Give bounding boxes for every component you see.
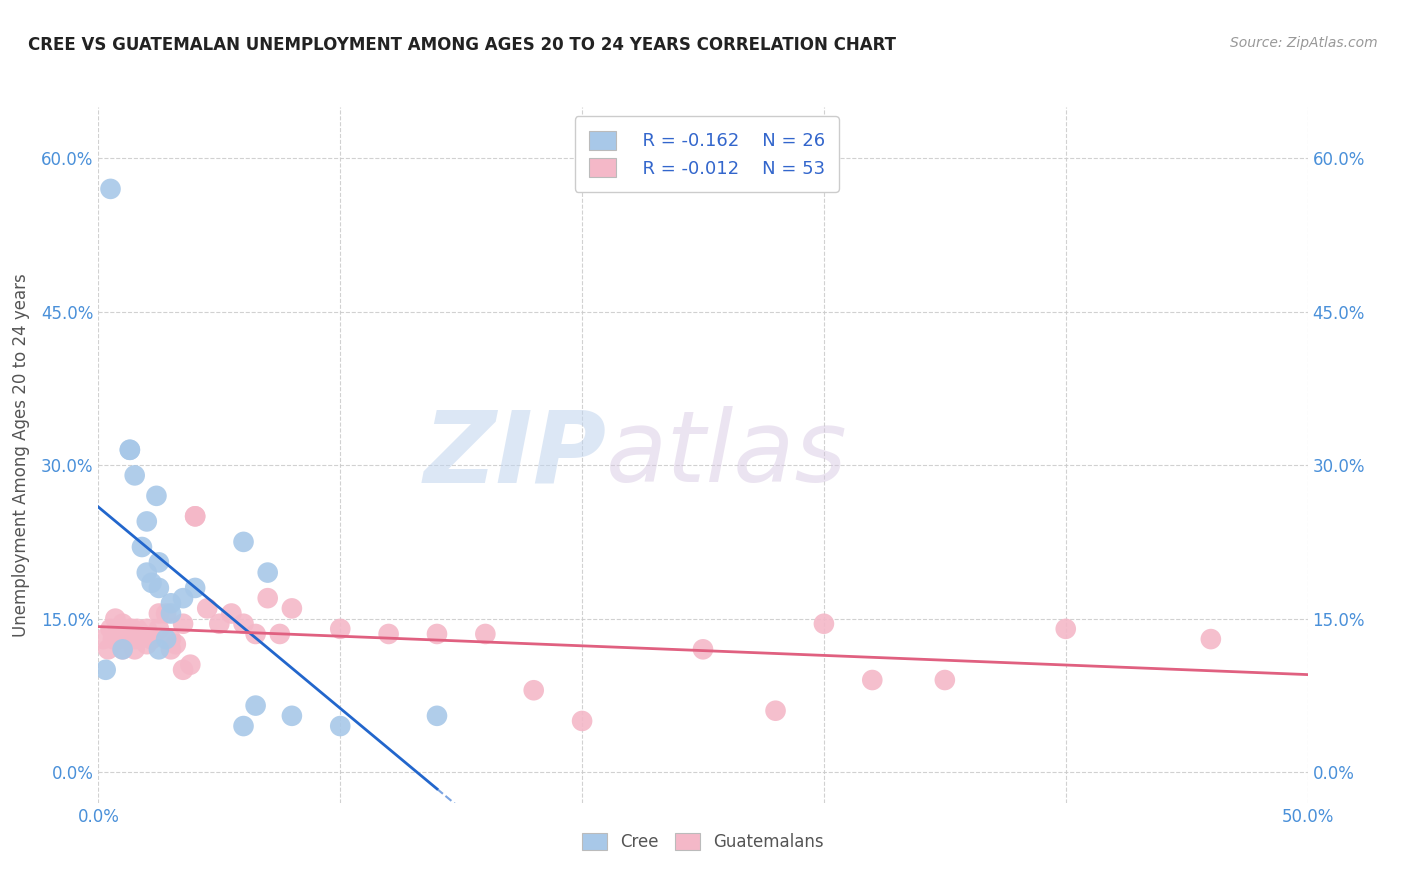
Point <box>172 616 194 631</box>
Point <box>135 637 157 651</box>
Point <box>232 534 254 549</box>
Point <box>329 622 352 636</box>
Point <box>860 673 883 687</box>
Point <box>111 642 134 657</box>
Point <box>160 596 183 610</box>
Point <box>813 616 835 631</box>
Point <box>1054 622 1077 636</box>
Legend: Cree, Guatemalans: Cree, Guatemalans <box>568 819 838 864</box>
Point <box>97 642 120 657</box>
Point <box>195 601 218 615</box>
Point <box>474 627 496 641</box>
Point <box>107 622 129 636</box>
Point <box>124 642 146 657</box>
Point <box>118 622 141 636</box>
Point <box>155 607 177 621</box>
Point <box>155 632 177 646</box>
Point <box>141 632 163 646</box>
Point <box>148 581 170 595</box>
Point <box>221 607 243 621</box>
Point <box>208 616 231 631</box>
Point <box>124 632 146 646</box>
Point <box>111 616 134 631</box>
Point <box>131 540 153 554</box>
Point <box>104 612 127 626</box>
Point <box>184 581 207 595</box>
Point <box>107 632 129 646</box>
Point <box>118 442 141 457</box>
Point <box>571 714 593 728</box>
Text: ZIP: ZIP <box>423 407 606 503</box>
Point <box>128 632 150 646</box>
Point <box>148 607 170 621</box>
Point <box>172 663 194 677</box>
Point <box>135 622 157 636</box>
Point <box>256 591 278 606</box>
Point <box>281 708 304 723</box>
Point <box>117 632 139 646</box>
Point <box>131 627 153 641</box>
Point <box>1199 632 1222 646</box>
Y-axis label: Unemployment Among Ages 20 to 24 years: Unemployment Among Ages 20 to 24 years <box>11 273 30 637</box>
Point <box>135 515 157 529</box>
Point <box>100 622 122 636</box>
Point <box>934 673 956 687</box>
Point <box>94 663 117 677</box>
Point <box>160 632 183 646</box>
Point <box>148 555 170 569</box>
Point <box>426 627 449 641</box>
Point <box>100 182 122 196</box>
Point <box>118 442 141 457</box>
Text: CREE VS GUATEMALAN UNEMPLOYMENT AMONG AGES 20 TO 24 YEARS CORRELATION CHART: CREE VS GUATEMALAN UNEMPLOYMENT AMONG AG… <box>28 36 896 54</box>
Point <box>184 509 207 524</box>
Point <box>172 591 194 606</box>
Text: atlas: atlas <box>606 407 848 503</box>
Point <box>426 708 449 723</box>
Point <box>256 566 278 580</box>
Point <box>145 489 167 503</box>
Point <box>141 632 163 646</box>
Point <box>232 616 254 631</box>
Point <box>377 627 399 641</box>
Point <box>160 607 183 621</box>
Text: Source: ZipAtlas.com: Source: ZipAtlas.com <box>1230 36 1378 50</box>
Point <box>165 637 187 651</box>
Point <box>523 683 546 698</box>
Point <box>127 622 149 636</box>
Point <box>121 622 143 636</box>
Point <box>269 627 291 641</box>
Point <box>91 632 114 646</box>
Point <box>148 622 170 636</box>
Point <box>111 642 134 657</box>
Point <box>329 719 352 733</box>
Point <box>281 601 304 615</box>
Point <box>184 509 207 524</box>
Point <box>245 627 267 641</box>
Point <box>692 642 714 657</box>
Point <box>141 575 163 590</box>
Point <box>160 642 183 657</box>
Point <box>232 719 254 733</box>
Point <box>135 566 157 580</box>
Point <box>148 642 170 657</box>
Point <box>101 632 124 646</box>
Point <box>179 657 201 672</box>
Point <box>765 704 787 718</box>
Point <box>245 698 267 713</box>
Point <box>124 468 146 483</box>
